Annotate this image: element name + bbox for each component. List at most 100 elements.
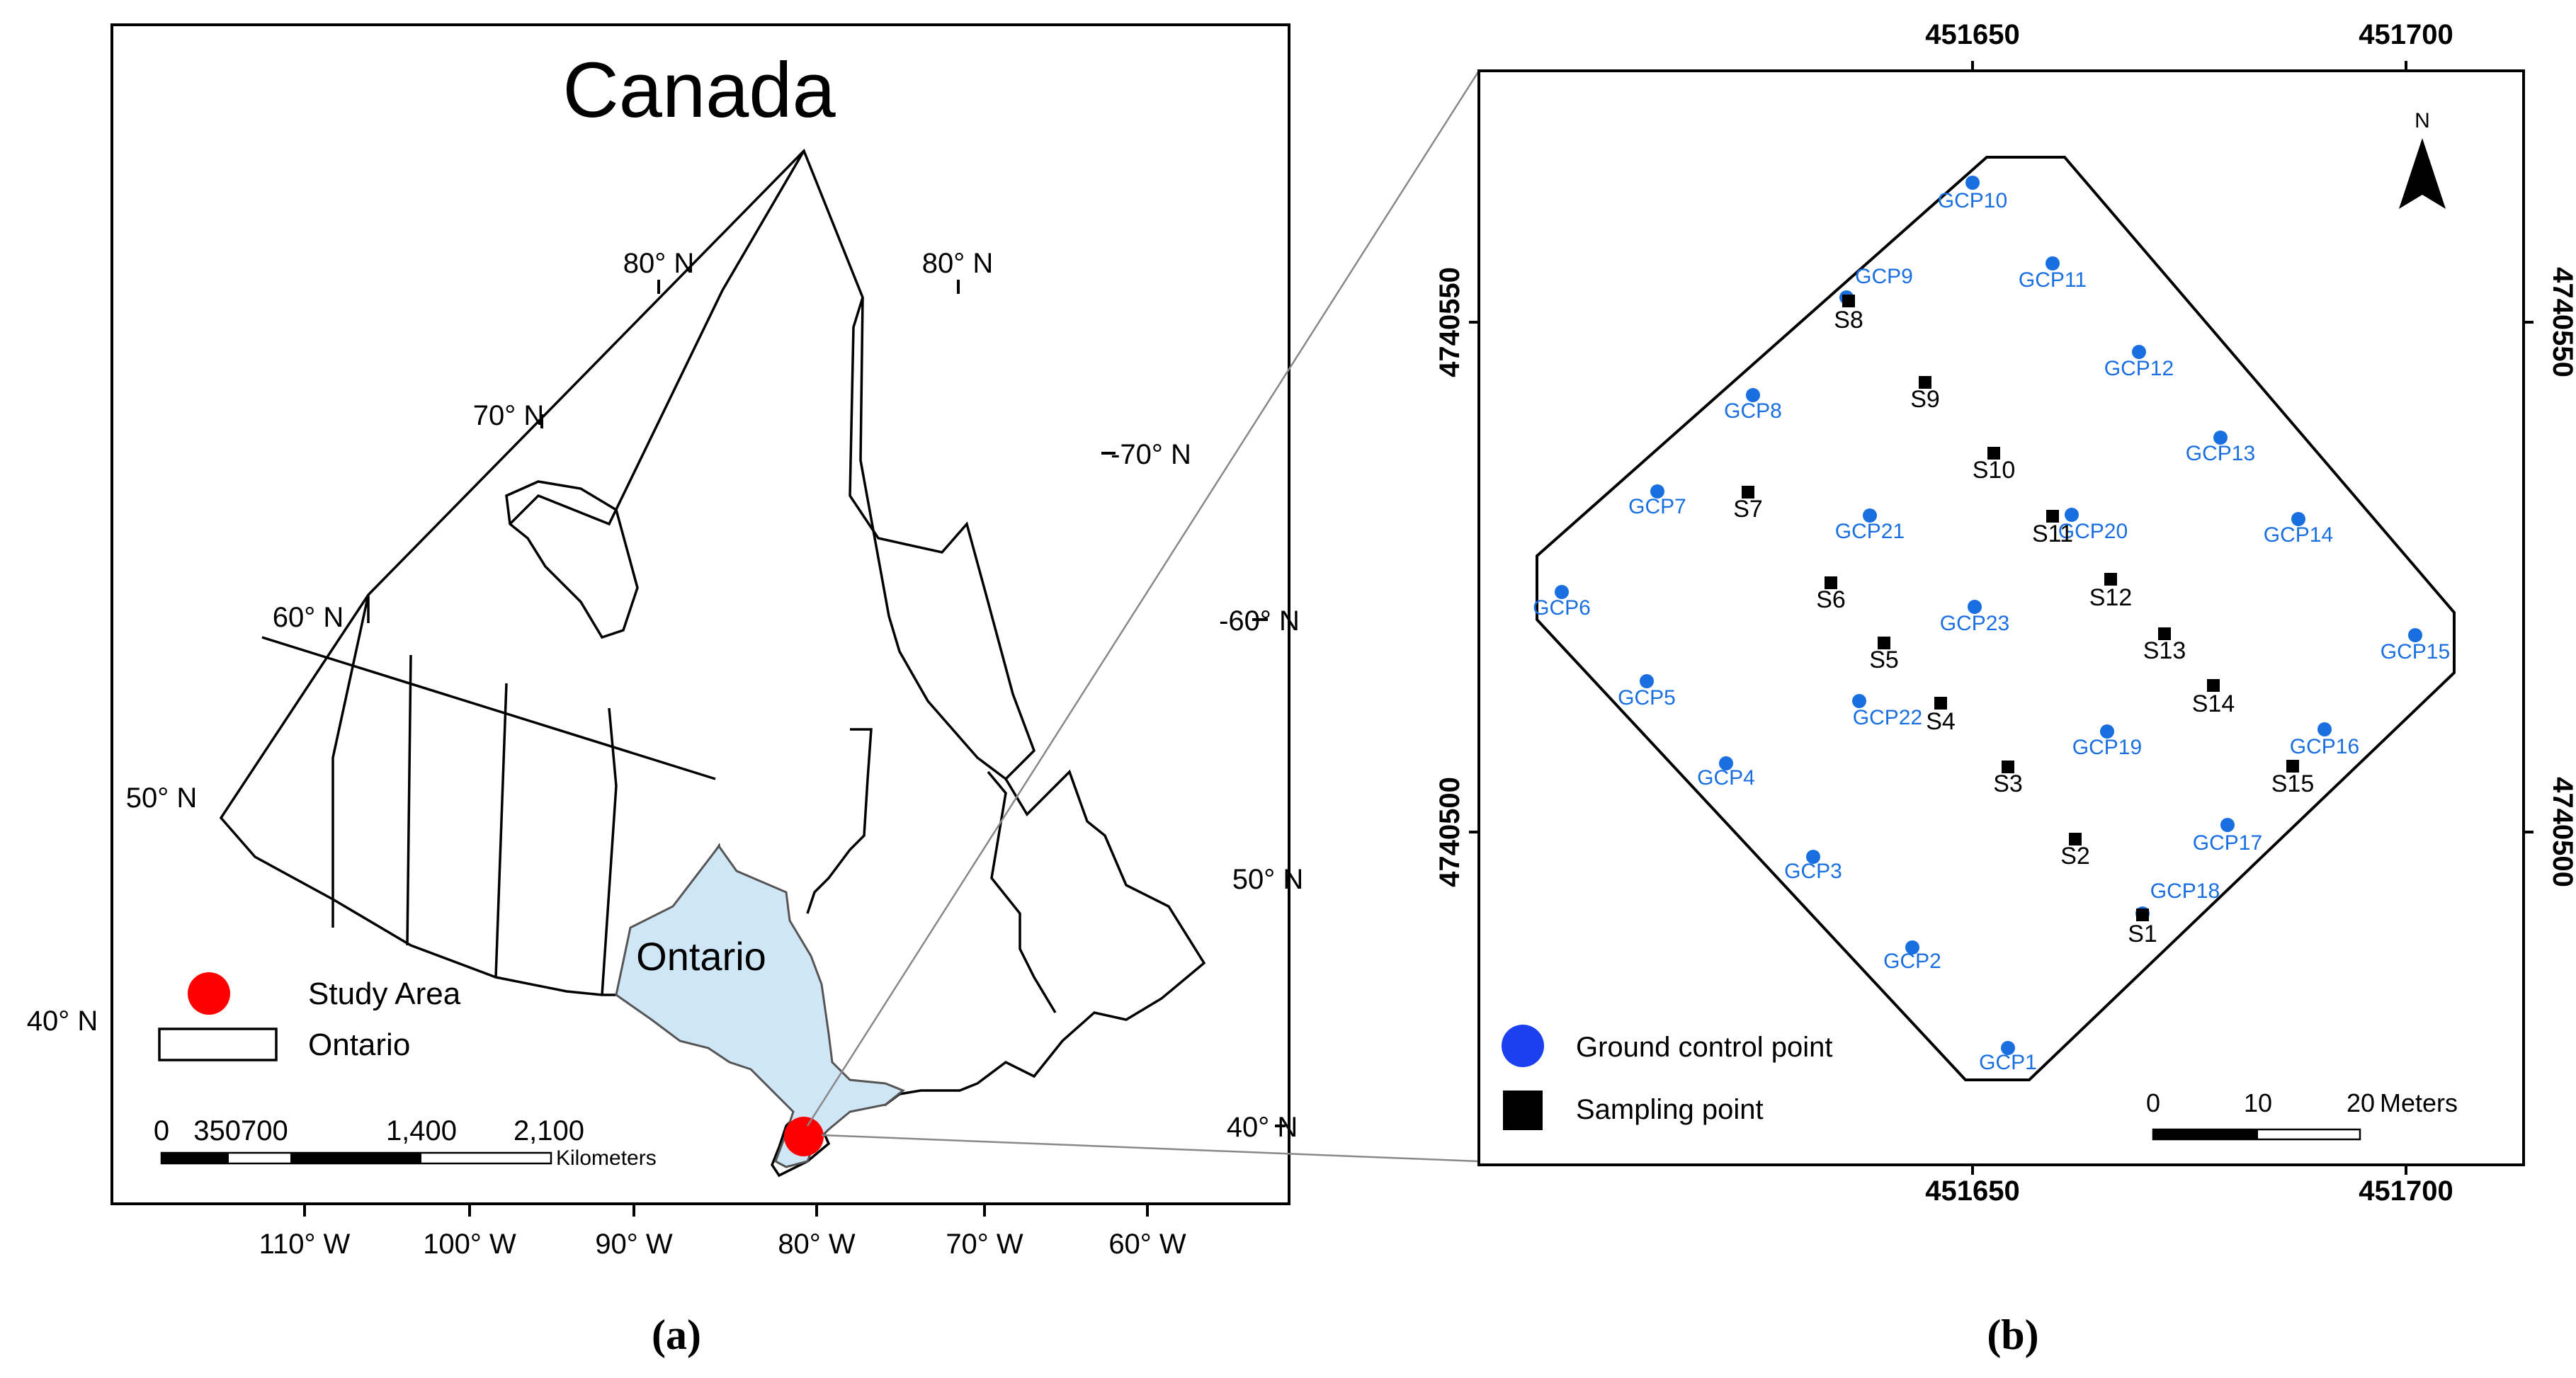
- caption-b: (b): [1987, 1311, 2038, 1358]
- zoom-connector: [821, 1134, 1480, 1163]
- sampling-point: [1742, 486, 1754, 499]
- lon-label: 70° W: [946, 1229, 1023, 1260]
- legend-gcp-label: Ground control point: [1576, 1032, 1832, 1063]
- sampling-label: S4: [1926, 708, 1956, 735]
- gcp-label: GCP1: [1979, 1051, 2037, 1074]
- sampling-point: [2002, 761, 2014, 773]
- province-lines-east: [806, 728, 1057, 1013]
- panel-b-frame: [1477, 69, 2525, 1166]
- x-tick-top: 451650: [1925, 19, 2019, 50]
- scalebar-b-tick: 0: [2146, 1088, 2160, 1117]
- gcp-point: [2213, 431, 2228, 445]
- gcp-label: GCP18: [2150, 879, 2220, 903]
- gcp-point: [2220, 818, 2235, 832]
- sampling-point: [1987, 447, 2000, 460]
- gcp-label: GCP14: [2264, 523, 2333, 547]
- gcp-point: [1806, 850, 1820, 864]
- legend-study-area-symbol: [188, 972, 230, 1015]
- sampling-label: S5: [1869, 647, 1899, 673]
- inner-coast: [509, 150, 1007, 780]
- gcp-label: GCP10: [1938, 189, 2007, 212]
- gcp-label: GCP3: [1784, 860, 1842, 883]
- gcp-label: GCP20: [2058, 520, 2128, 543]
- field-boundary: [1536, 156, 2456, 1081]
- ontario-label: Ontario: [636, 934, 766, 979]
- province-boundaries: [261, 594, 716, 996]
- gcp-point: [2408, 628, 2422, 642]
- gcp-label: GCP12: [2104, 357, 2174, 380]
- lat-label: 70° N: [473, 400, 545, 431]
- sampling-point: [2136, 909, 2149, 921]
- gcp-label: GCP4: [1697, 766, 1755, 790]
- gcp-point: [2132, 345, 2146, 359]
- scalebar-tick: 2,100: [514, 1115, 584, 1146]
- gcp-point: [2001, 1041, 2015, 1055]
- gcp-label: GCP9: [1855, 265, 1913, 288]
- caption-a: (a): [652, 1311, 701, 1358]
- sampling-label: S14: [2192, 690, 2235, 717]
- lat-label: 40° N: [1227, 1112, 1298, 1143]
- gcp-point: [1555, 585, 1569, 599]
- gcp-label: GCP21: [1835, 520, 1905, 543]
- y-tick-left: 4740500: [1434, 777, 1465, 887]
- gcp-label: GCP8: [1724, 399, 1782, 423]
- gcp-label: GCP17: [2193, 831, 2262, 855]
- x-tick-bottom: 451700: [2359, 1175, 2453, 1207]
- sampling-label: S9: [1910, 386, 1940, 413]
- sampling-label: S15: [2271, 770, 2315, 797]
- sampling-label: S3: [1993, 770, 2023, 797]
- sampling-label: S2: [2060, 843, 2090, 870]
- sampling-label: S6: [1816, 586, 1846, 613]
- scalebar-a: [160, 1151, 552, 1165]
- scalebar-tick: 0: [154, 1115, 169, 1146]
- gcp-label: GCP2: [1883, 950, 1941, 973]
- lat-label: 80° N: [922, 248, 994, 279]
- sampling-point: [2046, 510, 2059, 523]
- gcp-point: [2100, 724, 2114, 739]
- sampling-point: [2069, 833, 2082, 845]
- points-layer: GCP1 GCP2 GCP3 GCP4 GCP5 GCP6 GCP7 GCP8 GCP9 GCP1…: [1533, 176, 2450, 1074]
- frame-ticks: [1469, 61, 2534, 1175]
- gcp-label: GCP11: [2019, 268, 2087, 292]
- gcp-label: GCP13: [2186, 442, 2255, 465]
- x-tick-bottom: 451650: [1925, 1175, 2019, 1207]
- gcp-label: GCP23: [1940, 612, 2009, 635]
- legend-gcp-symbol: [1502, 1025, 1544, 1067]
- gcp-point: [2065, 508, 2079, 522]
- panel-a-frame: [110, 23, 1290, 1205]
- lon-label: 80° W: [778, 1229, 856, 1260]
- sampling-point: [2104, 573, 2117, 586]
- gcp-point: [1863, 508, 1877, 523]
- sampling-point: [2286, 760, 2299, 773]
- lon-label: 110° W: [259, 1229, 351, 1260]
- sampling-label: S13: [2143, 637, 2186, 664]
- lat-label: 40° N: [27, 1006, 98, 1037]
- gcp-label: GCP22: [1853, 706, 1922, 729]
- gcp-label: GCP5: [1618, 686, 1676, 710]
- gcp-point: [1852, 694, 1866, 708]
- legend-sampling-symbol: [1503, 1091, 1543, 1130]
- gcp-point: [1746, 388, 1760, 402]
- scalebar-unit: Kilometers: [556, 1146, 657, 1170]
- scalebar-tick: 1,400: [386, 1115, 457, 1146]
- sampling-point: [1934, 697, 1947, 710]
- scalebar-b-unit: Meters: [2380, 1088, 2458, 1117]
- legend-ontario-label: Ontario: [308, 1027, 410, 1062]
- lat-label: -70° N: [1111, 439, 1191, 470]
- sampling-label: S8: [1834, 307, 1863, 334]
- legend-sampling-label: Sampling point: [1576, 1094, 1764, 1125]
- y-tick-right: 4740500: [2547, 777, 2576, 887]
- lon-label: 60° W: [1108, 1229, 1186, 1260]
- sampling-point: [2207, 679, 2220, 692]
- gcp-label: GCP7: [1628, 495, 1686, 518]
- gcp-label: GCP15: [2381, 640, 2450, 664]
- gcp-point: [1968, 600, 1982, 614]
- lat-label: 50° N: [1232, 864, 1304, 895]
- gcp-point: [1719, 756, 1733, 770]
- sampling-point: [1919, 376, 1931, 389]
- scalebar-b-tick: 10: [2244, 1088, 2272, 1117]
- scalebar-b: [2152, 1128, 2361, 1141]
- x-tick-top: 451700: [2359, 19, 2453, 50]
- lon-ticks: [303, 1204, 1149, 1217]
- lat-label: -60° N: [1219, 605, 1300, 637]
